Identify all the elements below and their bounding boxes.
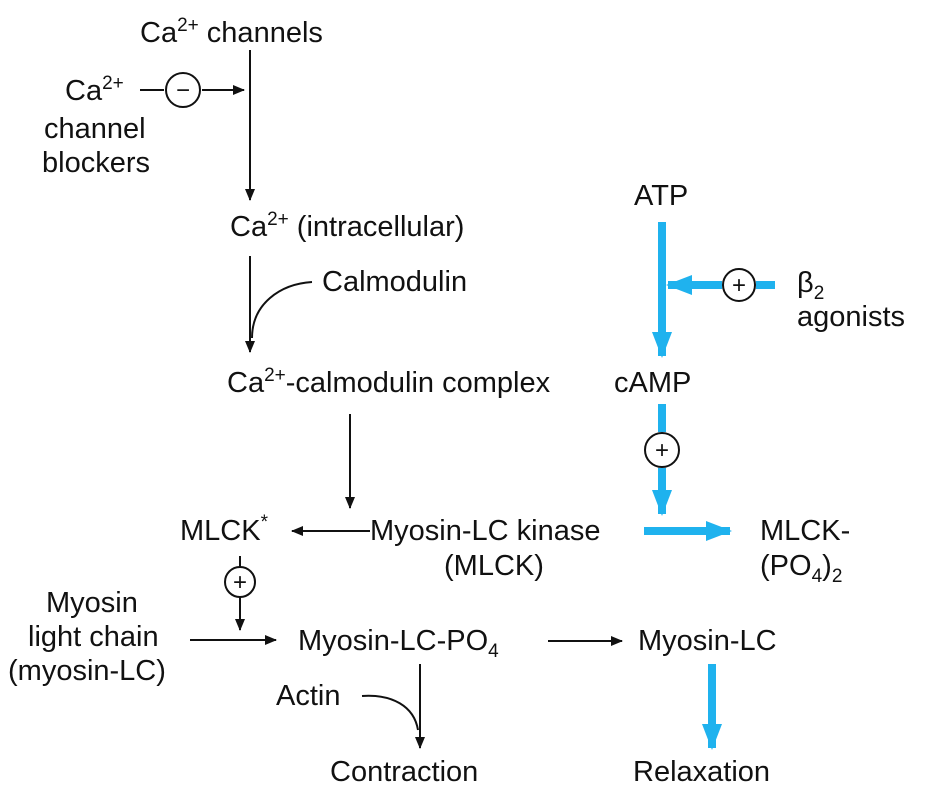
myosin-lc-label: Myosin-LC (638, 625, 777, 657)
mlck-po4-label-line1: MLCK- (760, 515, 850, 547)
beta2-agonists-label-line2: agonists (797, 301, 905, 333)
myosin-lc-kinase-label-line1: Myosin-LC kinase (370, 515, 600, 547)
myosin-lc-po4-label: Myosin-LC-PO4 (298, 625, 499, 662)
ca-blocker-label-line2: channel (44, 113, 146, 145)
calmodulin-join-curve (251, 281, 313, 339)
inhibit-sign-circle (165, 72, 201, 108)
inhibit-sign-symbol: − (176, 77, 190, 104)
mlck-po4-label-line2: (PO4)2 (760, 550, 842, 587)
calmodulin-label: Calmodulin (322, 266, 467, 298)
ca-blocker-label-line1: Ca2+ (65, 73, 124, 107)
relaxation-label: Relaxation (633, 756, 770, 788)
camp-stimulate-sign-circle (644, 432, 680, 468)
actin-label: Actin (276, 680, 340, 712)
myosin-light-chain-label-line1: Myosin (46, 587, 138, 619)
myosin-light-chain-label-line3: (myosin-LC) (8, 655, 166, 687)
beta2-stimulate-sign-circle (722, 268, 756, 302)
beta2-stimulate-sign-symbol: + (732, 272, 746, 299)
camp-label: cAMP (614, 367, 691, 399)
camp-stimulate-sign: + (644, 432, 680, 468)
inhibit-sign: − (165, 72, 201, 108)
ca-blocker-label-line3: blockers (42, 147, 150, 179)
actin-join-curve (361, 694, 419, 731)
mlck-stimulate-sign-circle (224, 566, 256, 598)
beta2-stimulate-sign: + (722, 268, 756, 302)
contraction-label: Contraction (330, 756, 478, 788)
mlck-stimulate-sign-symbol: + (233, 569, 247, 596)
ca-channels-label: Ca2+ channels (140, 15, 323, 49)
mlck-stimulate-sign: + (224, 566, 256, 598)
myosin-lc-kinase-label-line2: (MLCK) (444, 550, 544, 582)
ca-calmodulin-complex-label: Ca2+-calmodulin complex (227, 365, 551, 399)
beta2-agonists-label-line1: β2 (797, 267, 824, 304)
camp-stimulate-sign-symbol: + (655, 437, 669, 464)
ca-intracellular-label: Ca2+ (intracellular) (230, 209, 464, 243)
atp-label: ATP (634, 180, 688, 212)
mlck-activated-label: MLCK* (180, 512, 269, 547)
myosin-light-chain-label-line2: light chain (28, 621, 159, 653)
